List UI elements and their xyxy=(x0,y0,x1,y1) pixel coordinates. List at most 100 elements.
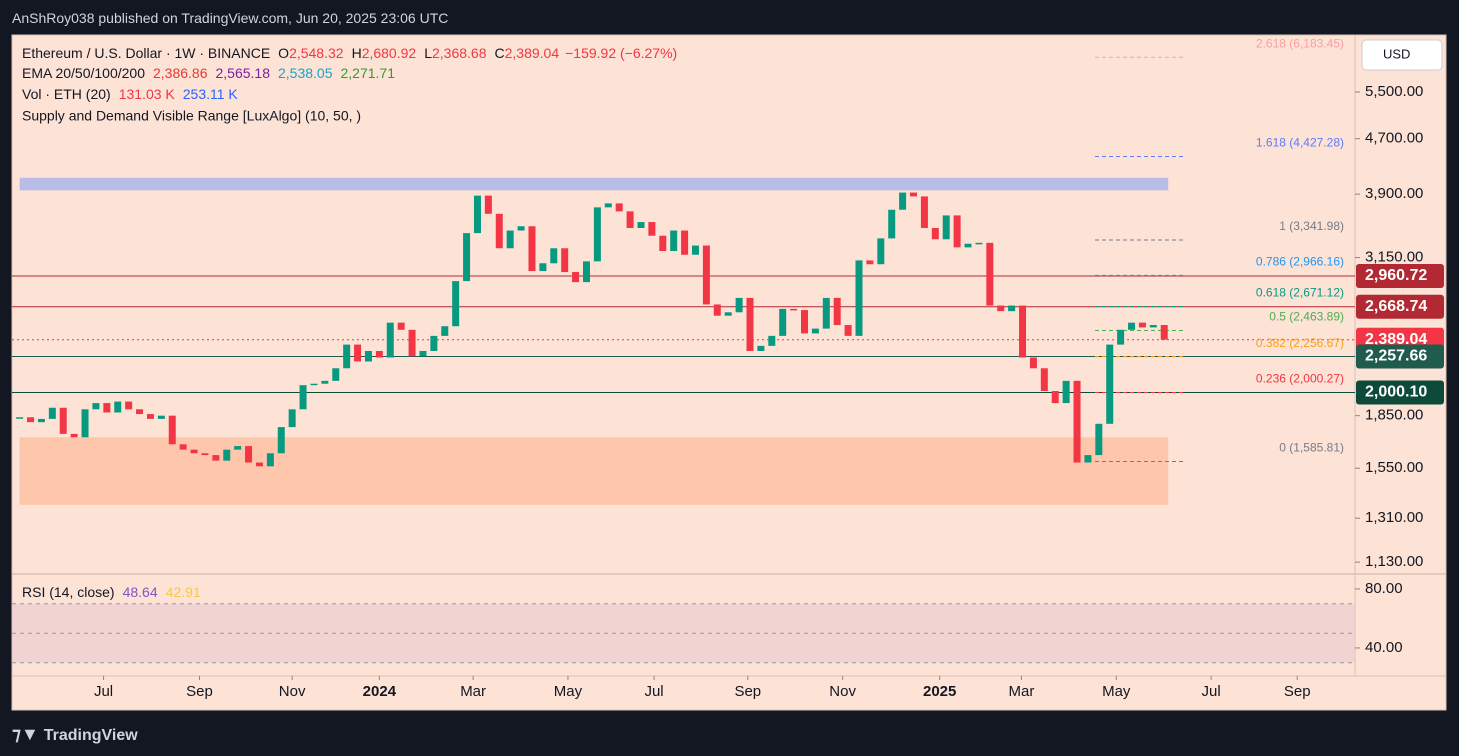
candle xyxy=(452,281,460,327)
brand-text: TradingView xyxy=(43,727,138,744)
candle xyxy=(953,215,961,248)
candle xyxy=(942,215,950,240)
candle xyxy=(408,329,416,357)
vol-value: 131.03 K xyxy=(119,86,176,102)
candle xyxy=(986,242,994,306)
y-tick-label: 4,700.00 xyxy=(1365,130,1423,147)
y-tick-label: 5,500.00 xyxy=(1365,83,1423,100)
x-tick-label: Sep xyxy=(734,683,761,700)
candle xyxy=(299,385,307,410)
price-tag-label: 2,668.74 xyxy=(1365,298,1427,315)
candle xyxy=(484,195,492,214)
candle xyxy=(1073,380,1081,463)
price-tag-label: 2,257.66 xyxy=(1365,348,1427,365)
candle xyxy=(746,297,754,351)
rsi-tick-label: 40.00 xyxy=(1365,639,1403,656)
ohlc-key: L xyxy=(424,45,432,61)
y-tick-label: 1,550.00 xyxy=(1365,459,1423,476)
candle xyxy=(223,449,231,461)
ohlc-value: 2,389.04 xyxy=(505,45,560,61)
candle xyxy=(463,233,471,282)
ohlc-value: 2,680.92 xyxy=(362,45,417,61)
x-tick-label: 2025 xyxy=(923,683,956,700)
panel xyxy=(11,34,1447,711)
candle xyxy=(1051,391,1059,404)
candle xyxy=(964,243,972,248)
fib-label: 1.618 (4,427.28) xyxy=(1256,136,1344,150)
candle xyxy=(277,427,285,454)
candle xyxy=(190,449,198,454)
candle xyxy=(70,433,78,438)
rsi-name: RSI (14, close) xyxy=(22,584,115,600)
candle xyxy=(572,272,580,283)
candle xyxy=(790,308,798,311)
candle xyxy=(975,242,983,245)
candle xyxy=(626,211,634,228)
price-tag-label: 2,960.72 xyxy=(1365,267,1427,284)
fib-label: 0 (1,585.81) xyxy=(1279,441,1344,455)
fib-label: 0.382 (2,256.67) xyxy=(1256,336,1344,350)
ema-value: 2,565.18 xyxy=(216,65,271,81)
candle xyxy=(386,322,394,358)
x-tick-label: 2024 xyxy=(363,683,397,700)
x-tick-label: May xyxy=(1102,683,1131,700)
candle xyxy=(37,418,45,423)
candle xyxy=(735,297,743,313)
candle xyxy=(1128,322,1136,330)
ema-value: 2,538.05 xyxy=(278,65,333,81)
candle xyxy=(1106,344,1114,424)
candle xyxy=(103,403,111,413)
x-tick-label: Jul xyxy=(644,683,663,700)
candle xyxy=(321,380,329,384)
candle xyxy=(681,230,689,255)
legend: Ethereum / U.S. Dollar · 1W · BINANCE O2,… xyxy=(22,45,677,61)
candle xyxy=(125,401,133,410)
candle xyxy=(910,192,918,197)
candle xyxy=(713,304,721,316)
candle xyxy=(757,345,765,351)
price-tag xyxy=(1356,294,1444,319)
x-tick-label: Sep xyxy=(186,683,213,700)
candle xyxy=(1149,325,1157,328)
candle xyxy=(637,222,645,228)
candle xyxy=(81,409,89,438)
candle xyxy=(997,305,1005,312)
x-tick-label: Nov xyxy=(829,683,856,700)
candle xyxy=(114,401,122,413)
x-tick-label: Mar xyxy=(1009,683,1035,700)
candle xyxy=(397,322,405,330)
candle xyxy=(615,203,623,212)
candle xyxy=(1095,423,1103,456)
rsi-value: 48.64 xyxy=(123,584,158,600)
legend-indicator: Supply and Demand Visible Range [LuxAlgo… xyxy=(22,108,361,124)
ema-name: EMA 20/50/100/200 xyxy=(22,65,145,81)
fib-label: 0.786 (2,966.16) xyxy=(1256,255,1344,269)
candle xyxy=(1019,305,1027,358)
ohlc-key: H xyxy=(352,45,362,61)
candle xyxy=(931,227,939,240)
rsi-tick-label: 80.00 xyxy=(1365,580,1403,597)
candle xyxy=(648,222,656,236)
price-tag xyxy=(1356,380,1444,405)
ema-value: 2,386.86 xyxy=(153,65,208,81)
zone xyxy=(19,437,1169,505)
y-tick-label: 3,900.00 xyxy=(1365,185,1423,202)
candle xyxy=(506,230,514,249)
candle xyxy=(1029,357,1037,369)
candle xyxy=(92,403,100,410)
candle xyxy=(48,407,56,419)
candle xyxy=(168,415,176,445)
candle xyxy=(146,414,154,419)
currency-box[interactable] xyxy=(1361,39,1443,71)
vol-value: 253.11 K xyxy=(183,86,239,102)
candle xyxy=(288,409,296,428)
publisher: AnShRoy038 published on TradingView.com,… xyxy=(12,10,449,26)
candle xyxy=(539,263,547,272)
ema-value: 2,271.71 xyxy=(341,65,396,81)
candle xyxy=(27,417,35,423)
candle xyxy=(604,203,612,208)
price-tag-label: 2,000.10 xyxy=(1365,384,1427,401)
candle xyxy=(430,335,438,351)
x-tick-label: Nov xyxy=(279,683,306,700)
